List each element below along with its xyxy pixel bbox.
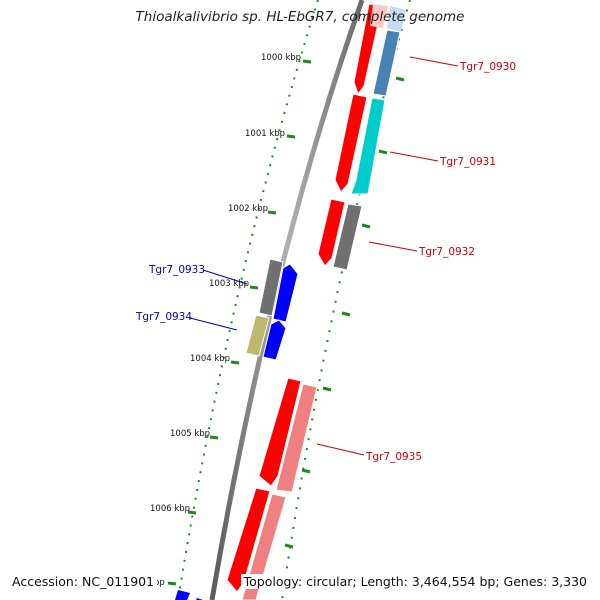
gene-gray-0932 xyxy=(332,203,363,271)
gene-steelblue-0930 xyxy=(372,29,401,97)
kbp-label-1001: 1001 kbp xyxy=(245,129,285,139)
left-tick-ring xyxy=(177,0,319,600)
kbp-label-1000: 1000 kbp xyxy=(261,53,301,63)
kbp-label-1003: 1003 kbp xyxy=(209,279,249,289)
gene-label-tgr7-0933: Tgr7_0933 xyxy=(148,264,205,276)
gene-pink-0936 xyxy=(241,493,287,600)
kbp-label-1005: 1005 kbp xyxy=(170,429,210,439)
gene-red-0935 xyxy=(258,377,302,487)
gene-gray-0933 xyxy=(258,258,284,317)
gene-label-tgr7-0932: Tgr7_0932 xyxy=(418,246,475,258)
kbp-label-1006: 1006 kbp xyxy=(150,504,190,514)
gene-khaki-0934 xyxy=(245,314,270,357)
right-tick-ring xyxy=(281,0,411,600)
gene-label-tgr7-0935: Tgr7_0935 xyxy=(365,451,422,463)
label-leaders xyxy=(189,56,459,456)
major-ticks xyxy=(167,59,312,586)
genome-title: Thioalkalivibrio sp. HL-EbGR7, complete … xyxy=(135,9,465,25)
gene-lightpink-0930 xyxy=(370,4,388,28)
gene-lightsteelblue-0930 xyxy=(387,6,406,32)
gene-red-0931 xyxy=(334,93,368,193)
kbp-label-1004: 1004 kbp xyxy=(190,354,230,364)
gene-blue-partial xyxy=(175,590,190,600)
gene-red-0936 xyxy=(226,487,271,593)
gene-label-tgr7-0931: Tgr7_0931 xyxy=(439,156,496,168)
gene-red-0932 xyxy=(317,198,346,267)
topology-label: Topology: circular; Length: 3,464,554 bp… xyxy=(240,574,590,589)
gene-pink-0935 xyxy=(275,383,318,493)
kbp-label-1002: 1002 kbp xyxy=(228,204,268,214)
reverse-genes xyxy=(175,258,299,600)
gene-label-tgr7-0934: Tgr7_0934 xyxy=(135,311,192,323)
forward-genes xyxy=(226,3,406,600)
accession-label: Accession: NC_011901 xyxy=(9,574,158,589)
gene-blue-0934 xyxy=(262,319,287,361)
major-ticks-right xyxy=(284,76,405,549)
gene-cyan-0931 xyxy=(350,97,386,195)
gene-label-tgr7-0930: Tgr7_0930 xyxy=(459,61,516,73)
